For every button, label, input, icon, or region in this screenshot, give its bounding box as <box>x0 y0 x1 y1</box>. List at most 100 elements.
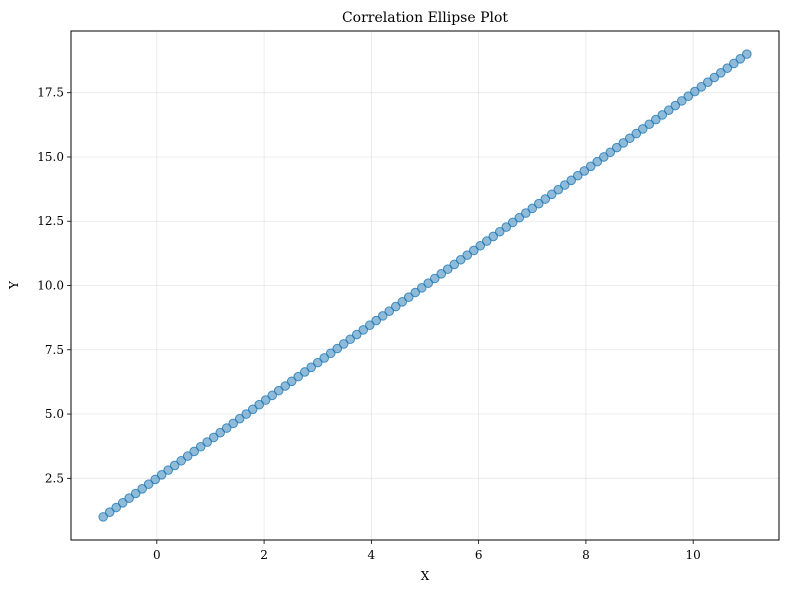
data-point <box>449 259 460 270</box>
data-point <box>143 479 154 489</box>
data-point <box>273 385 284 396</box>
data-point <box>611 142 622 153</box>
x-tick-label: 0 <box>153 548 161 562</box>
data-point <box>215 427 226 438</box>
data-point <box>299 367 310 377</box>
data-point <box>254 399 265 410</box>
data-point <box>455 254 466 265</box>
x-tick-label: 10 <box>686 548 701 562</box>
y-axis-ticks: 2.5 5.0 7.5 10.0 12.5 15.0 17.5 <box>37 86 71 485</box>
data-point <box>468 245 479 256</box>
data-point <box>325 348 336 359</box>
y-tick-label: 17.5 <box>37 86 64 100</box>
y-tick-label: 12.5 <box>37 214 64 228</box>
data-point <box>540 194 551 204</box>
x-axis-ticks: 0 2 4 6 8 10 <box>153 540 701 562</box>
data-point <box>280 381 291 391</box>
data-point <box>585 161 596 172</box>
data-point <box>631 128 642 139</box>
x-axis-label: X <box>421 569 430 583</box>
data-point <box>709 72 720 83</box>
data-point <box>221 423 232 433</box>
y-tick-label: 15.0 <box>37 150 64 164</box>
data-point <box>117 498 128 508</box>
x-tick-label: 6 <box>475 548 483 562</box>
x-tick-label: 4 <box>368 548 376 562</box>
data-point <box>481 236 492 246</box>
data-point <box>137 484 147 494</box>
data-point <box>488 231 499 242</box>
data-point <box>345 334 356 345</box>
data-point <box>592 156 603 167</box>
data-point <box>169 460 180 471</box>
data-point <box>351 329 362 340</box>
data-point <box>644 119 655 130</box>
data-point <box>319 353 330 363</box>
data-point <box>163 465 173 475</box>
data-point <box>572 170 583 181</box>
data-point <box>735 54 746 64</box>
data-point <box>579 166 590 176</box>
data-point <box>436 269 447 279</box>
data-point <box>618 138 629 148</box>
data-point <box>371 315 382 326</box>
data-point <box>624 133 635 144</box>
data-point <box>462 250 473 260</box>
data-point <box>670 100 681 111</box>
data-point <box>156 469 167 480</box>
data-point <box>637 124 648 134</box>
data-point <box>286 376 297 387</box>
data-point <box>696 82 707 92</box>
data-point <box>650 114 661 125</box>
data-point <box>742 49 752 59</box>
data-point <box>150 474 160 485</box>
y-tick-label: 7.5 <box>45 343 64 357</box>
data-point <box>722 63 733 73</box>
data-point <box>520 208 531 218</box>
data-point <box>189 446 200 457</box>
data-point <box>364 320 375 331</box>
data-point <box>111 502 121 513</box>
data-point <box>703 77 713 87</box>
data-point <box>312 357 323 368</box>
data-point <box>507 217 518 228</box>
data-point <box>690 86 700 97</box>
data-point <box>716 68 726 78</box>
data-point <box>416 283 427 293</box>
data-point <box>677 96 687 106</box>
data-point <box>605 147 616 158</box>
data-point <box>104 507 115 517</box>
data-point <box>683 91 694 102</box>
y-axis-label: Y <box>7 280 21 290</box>
data-point <box>306 362 317 373</box>
y-tick-label: 5.0 <box>45 407 64 421</box>
data-point <box>176 455 186 466</box>
y-tick-label: 10.0 <box>37 279 64 293</box>
y-tick-label: 2.5 <box>45 471 64 485</box>
data-point <box>384 306 395 317</box>
x-tick-label: 8 <box>582 548 590 562</box>
data-point <box>332 343 343 354</box>
data-point <box>390 301 401 312</box>
data-point <box>130 488 141 499</box>
x-tick-label: 2 <box>260 548 268 562</box>
data-point <box>657 110 668 120</box>
data-point <box>533 198 544 209</box>
data-point <box>182 451 193 461</box>
data-point <box>566 175 577 186</box>
data-point <box>358 325 369 335</box>
data-point <box>501 222 512 232</box>
data-point <box>267 390 278 401</box>
data-point <box>403 292 414 302</box>
data-point <box>202 437 213 447</box>
data-point <box>410 287 421 298</box>
data-point <box>598 152 609 162</box>
data-point <box>527 203 538 214</box>
data-point <box>397 297 408 307</box>
data-point <box>98 512 108 522</box>
data-point <box>338 339 349 349</box>
data-point <box>293 371 304 382</box>
data-point <box>442 264 453 274</box>
data-point <box>664 105 674 116</box>
